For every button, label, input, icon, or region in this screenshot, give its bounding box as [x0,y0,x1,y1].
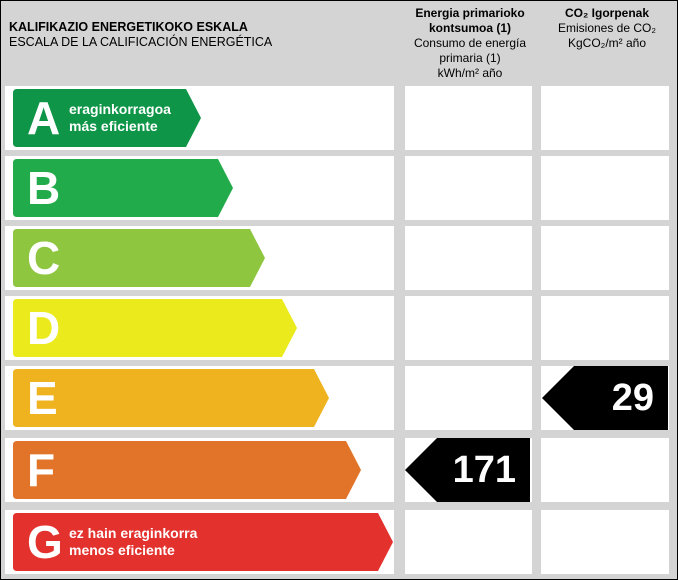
co2-column-header: CO₂ Igorpenak Emisiones de CO₂ KgCO₂/m² … [541,6,673,51]
co2-cell-c [541,226,669,290]
class-bar-c: C [13,229,265,287]
class-letter-c: C [27,232,61,284]
class-letter-f: F [27,444,56,496]
energy-title-spanish: Consumo de energía primaria (1) [413,36,527,65]
class-description-bottom: menos eficiente [69,542,175,558]
class-bar-f: F [13,441,361,499]
class-description-a: eraginkorragoa más eficiente [69,101,171,135]
scale-title-basque: KALIFIKAZIO ENERGETIKOKO ESKALA [9,20,248,34]
energy-column-header: Energia primarioko kontsumoa (1) Consumo… [405,6,535,81]
co2-cell-g [541,510,669,574]
energy-rating-indicator: 171 [405,438,530,502]
class-description-g: ez hain eraginkorra menos eficiente [69,525,197,559]
energy-cell-g [405,510,532,574]
energy-unit: kWh/m² año [437,66,503,80]
scale-title-spanish: ESCALA DE LA CALIFICACIÓN ENERGÉTICA [9,35,273,49]
class-bar-e: E [13,369,329,427]
co2-unit: KgCO₂/m² año [567,36,647,50]
energy-cell-d [405,296,532,360]
class-bar-b: B [13,159,233,217]
class-letter-a: A [27,92,61,144]
class-description-bottom: más eficiente [69,118,158,134]
co2-cell-f [541,438,669,502]
scale-header: KALIFIKAZIO ENERGETIKOKO ESKALA ESCALA D… [9,20,272,50]
class-letter-e: E [27,372,58,424]
class-letter-d: D [27,302,61,354]
co2-title-spanish: Emisiones de CO₂ [557,21,657,35]
co2-rating-value: 29 [611,377,654,419]
class-description-top: ez hain eraginkorra [69,525,198,541]
co2-cell-d [541,296,669,360]
class-bar-d: D [13,299,297,357]
energy-cell-b [405,156,532,220]
class-letter-b: B [27,162,61,214]
class-description-top: eraginkorragoa [69,101,171,117]
energy-rating-value: 171 [452,449,516,491]
co2-cell-a [541,86,669,150]
co2-title-basque: CO₂ Igorpenak [564,6,649,20]
class-letter-g: G [27,516,63,568]
co2-cell-b [541,156,669,220]
energy-cell-a [405,86,532,150]
energy-cell-c [405,226,532,290]
energy-cell-e [405,366,532,430]
co2-rating-indicator: 29 [542,366,668,430]
energy-title-basque: Energia primarioko kontsumoa (1) [415,6,525,35]
